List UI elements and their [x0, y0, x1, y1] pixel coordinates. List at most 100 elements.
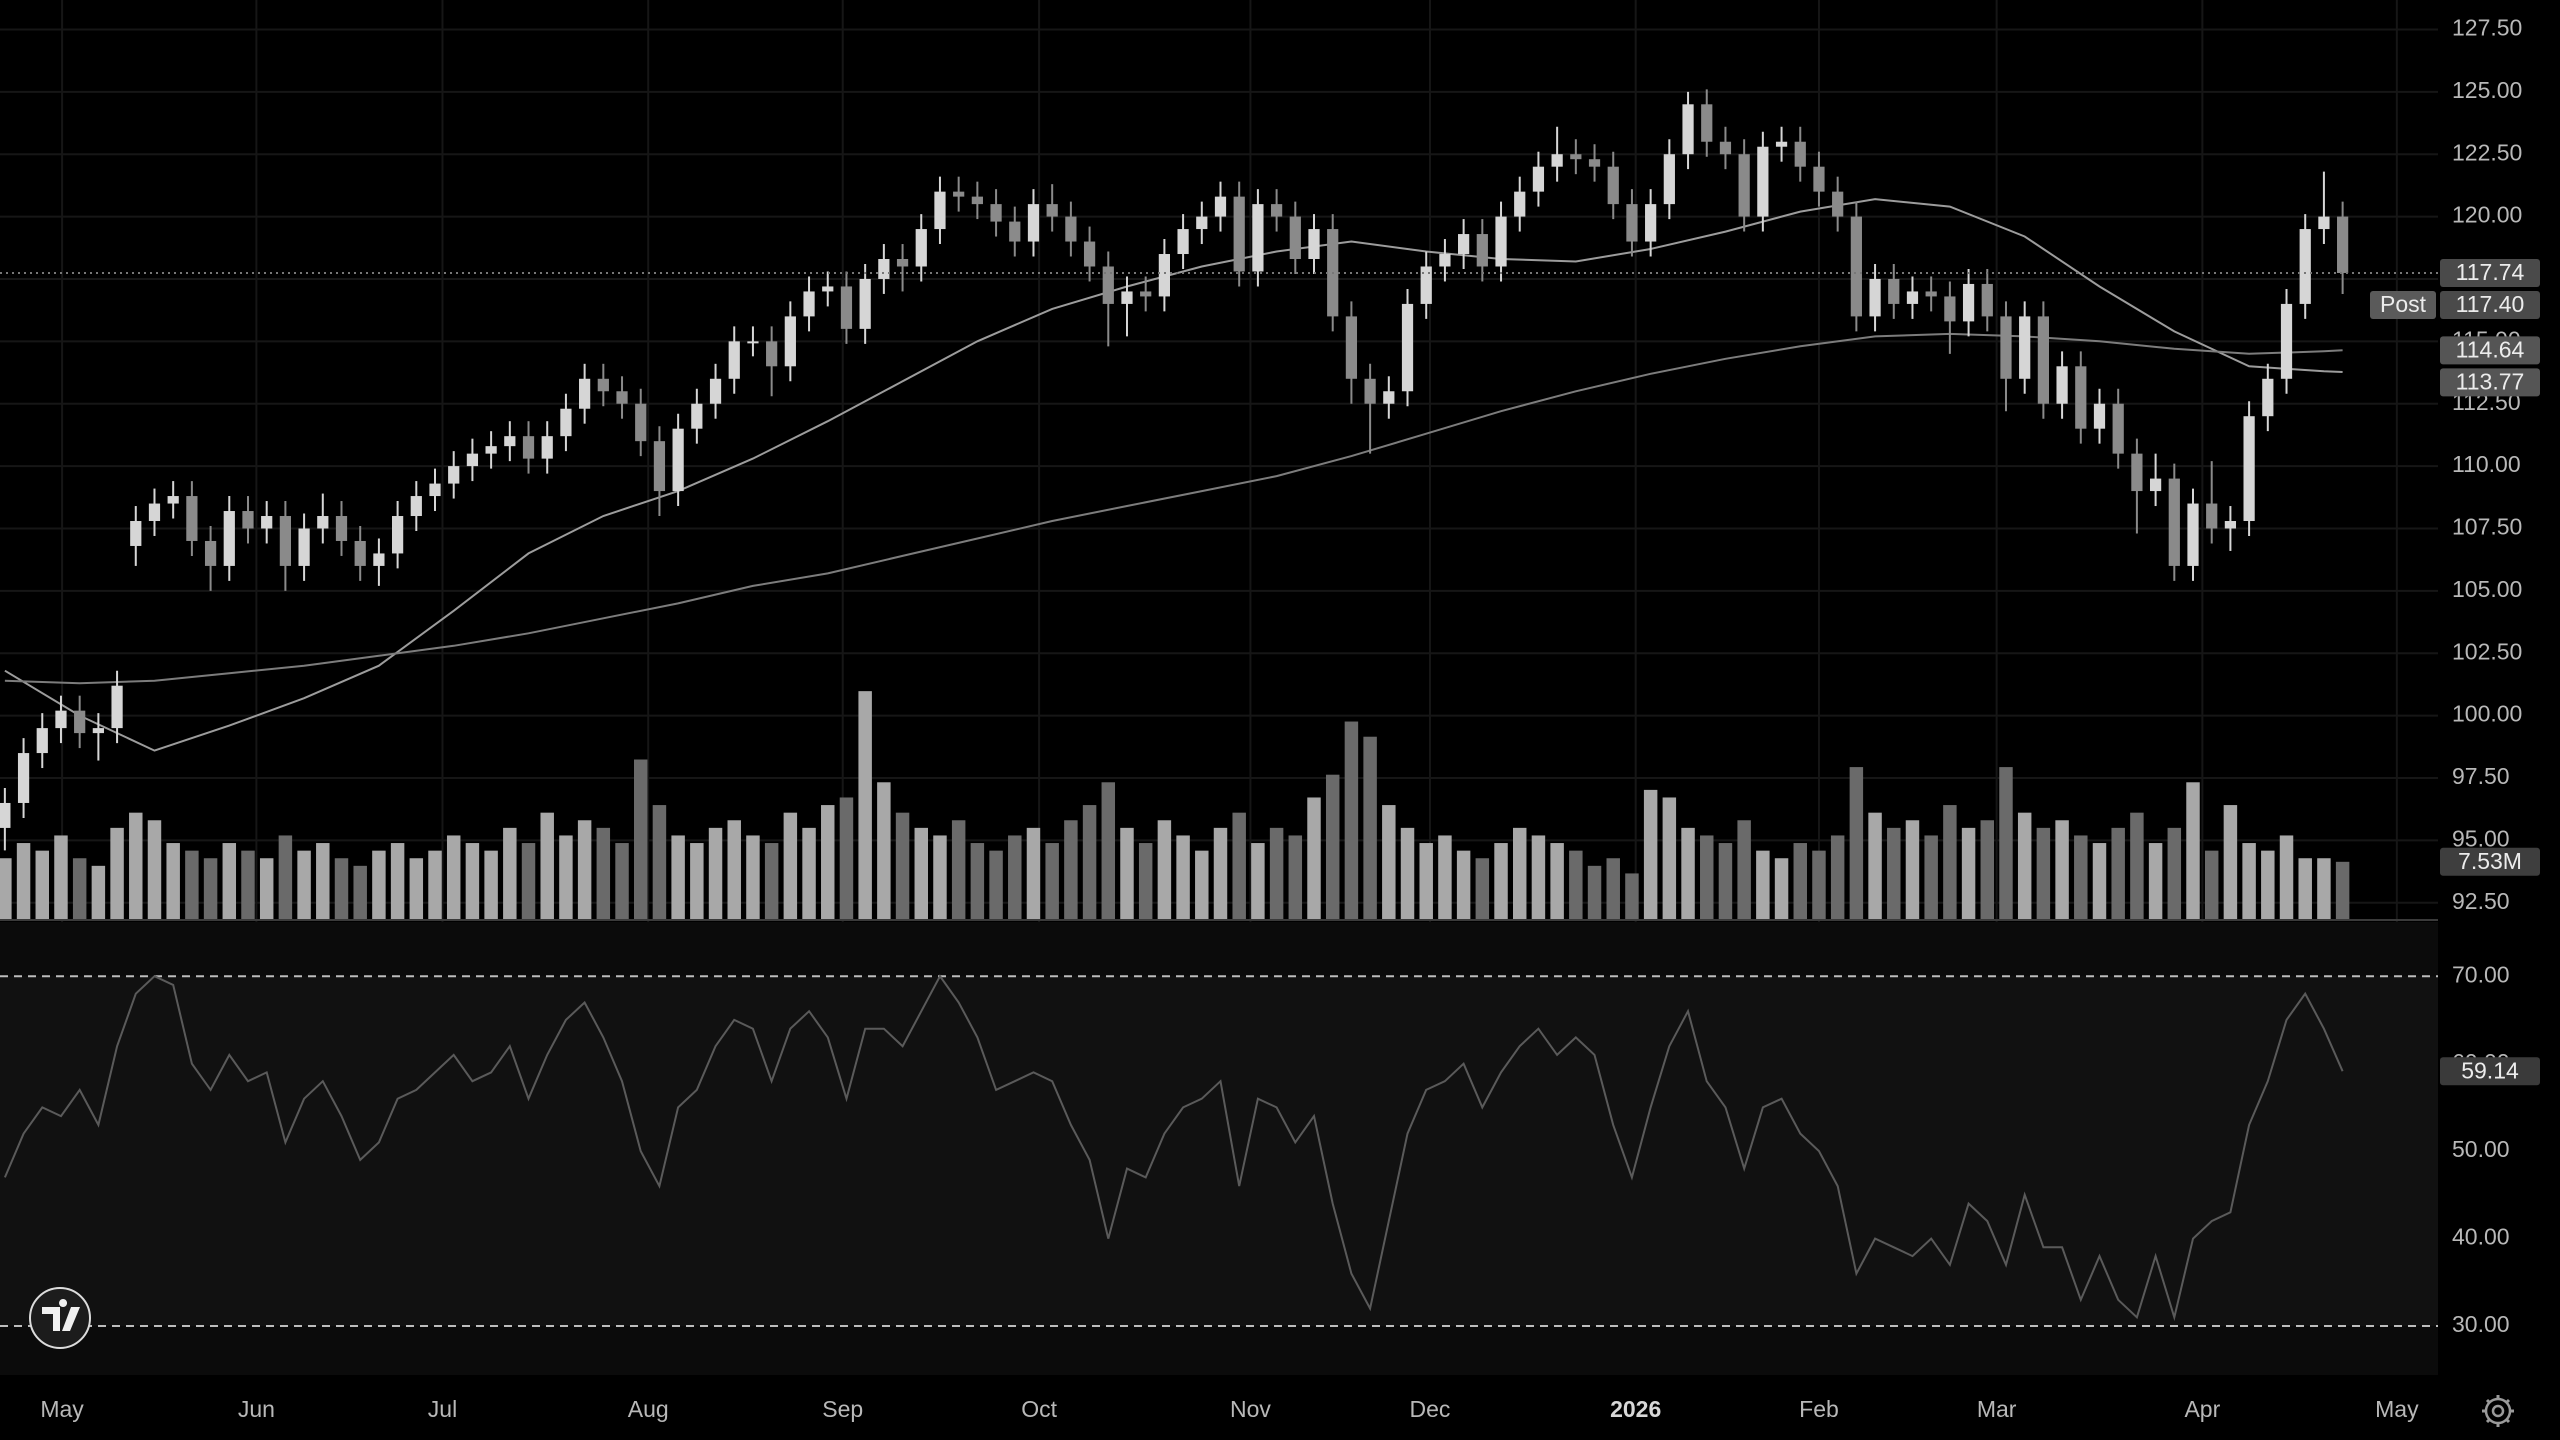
candle-body [915, 229, 927, 267]
volume-bar [297, 850, 311, 919]
candle-body [1458, 234, 1470, 255]
volume-bar [1606, 858, 1620, 919]
candle-body [1794, 141, 1806, 167]
candle-body [1140, 291, 1152, 297]
candle-body [1701, 104, 1713, 142]
volume-bar [390, 843, 405, 919]
volume-bar [858, 691, 872, 919]
candle-body [840, 286, 853, 329]
candle-body [261, 516, 273, 529]
volume-bar [596, 827, 611, 919]
candle-body [1775, 141, 1788, 147]
candle-body [691, 403, 703, 429]
moving-average-layer [4, 198, 2343, 752]
volume-bar [802, 827, 816, 919]
candle-body [2093, 403, 2106, 429]
volume-bar [1026, 827, 1041, 919]
volume-bar [2036, 827, 2051, 919]
volume-bar [1550, 843, 1564, 919]
volume-bar [1849, 767, 1864, 919]
candle-body [522, 436, 535, 459]
candle-body [55, 710, 67, 729]
y-tick-label: 92.50 [2452, 888, 2510, 914]
candle-body [560, 408, 572, 437]
candle-body [1981, 283, 1993, 317]
volume-bar [895, 812, 910, 919]
candle-body [448, 466, 460, 484]
volume-bar [166, 843, 180, 919]
volume-bar [1251, 843, 1265, 919]
candle-body [1813, 166, 1825, 192]
candle-body [1850, 216, 1862, 317]
volume-bar [615, 843, 629, 919]
volume-bar [1625, 873, 1639, 919]
y-tick-label: 100.00 [2452, 701, 2522, 727]
candle-body [2056, 366, 2068, 404]
volume-bar [16, 843, 31, 919]
volume-bar [1307, 797, 1321, 919]
candle-body [1083, 241, 1096, 267]
candle-body [1757, 146, 1769, 217]
volume-bar [334, 858, 349, 919]
candle-body [223, 511, 235, 566]
volume-bar [521, 843, 536, 919]
candle-body [1196, 216, 1208, 230]
x-tick-label: Jul [428, 1396, 457, 1422]
volume-bar [1531, 835, 1546, 919]
candle-body [410, 496, 422, 517]
volume-bar [72, 858, 87, 919]
volume-bar [764, 843, 779, 919]
candle-body [186, 496, 198, 541]
volume-bar [540, 812, 554, 919]
volume-bar [0, 858, 12, 919]
candle-body [635, 403, 647, 442]
volume-bar [129, 812, 143, 919]
volume-bar [91, 865, 106, 919]
x-tick-label: Mar [1977, 1396, 2017, 1422]
candle-body [1476, 234, 1488, 267]
candle-body [2243, 416, 2255, 522]
settings-icon[interactable] [2482, 1395, 2514, 1427]
volume-bar [2074, 835, 2088, 919]
y-tick-label: 120.00 [2452, 202, 2522, 228]
volume-bar [1774, 858, 1789, 919]
volume-bar [2223, 805, 2238, 919]
candle-body [971, 196, 983, 205]
volume-bar [1082, 805, 1097, 919]
candle-body [541, 436, 553, 459]
candle-body [1401, 303, 1414, 392]
tradingview-logo[interactable] [29, 1287, 91, 1349]
volume-bar [484, 850, 498, 919]
volume-bar [1064, 820, 1078, 919]
candle-body [990, 204, 1002, 222]
volume-bar [2111, 827, 2125, 919]
candle-body [1065, 216, 1077, 242]
x-tick-label: Jun [238, 1396, 275, 1422]
volume-bar [1269, 827, 1284, 919]
candle-body [1906, 291, 1919, 304]
volume-bar [1325, 774, 1340, 919]
rsi-band [0, 976, 2438, 1327]
volume-bar [1830, 835, 1845, 919]
candle-body [1607, 166, 1619, 205]
candle-body [1102, 266, 1114, 304]
candle-body [1832, 191, 1844, 217]
candle-body [279, 516, 292, 566]
volume-bar [1569, 850, 1583, 919]
candle-body [934, 191, 946, 230]
candle-body [1682, 104, 1694, 155]
volume-bar [1924, 835, 1938, 919]
candle-body [1869, 278, 1881, 317]
candle-body [1158, 254, 1171, 297]
candle-body [1420, 266, 1432, 304]
volume-bar [1812, 850, 1826, 919]
volume-bar [2335, 861, 2350, 919]
volume-bar [2298, 858, 2312, 919]
last-price-label-box [2440, 258, 2540, 287]
x-tick-label: Oct [1021, 1396, 1057, 1422]
candle-body [391, 516, 404, 554]
volume-bar [1718, 843, 1733, 919]
